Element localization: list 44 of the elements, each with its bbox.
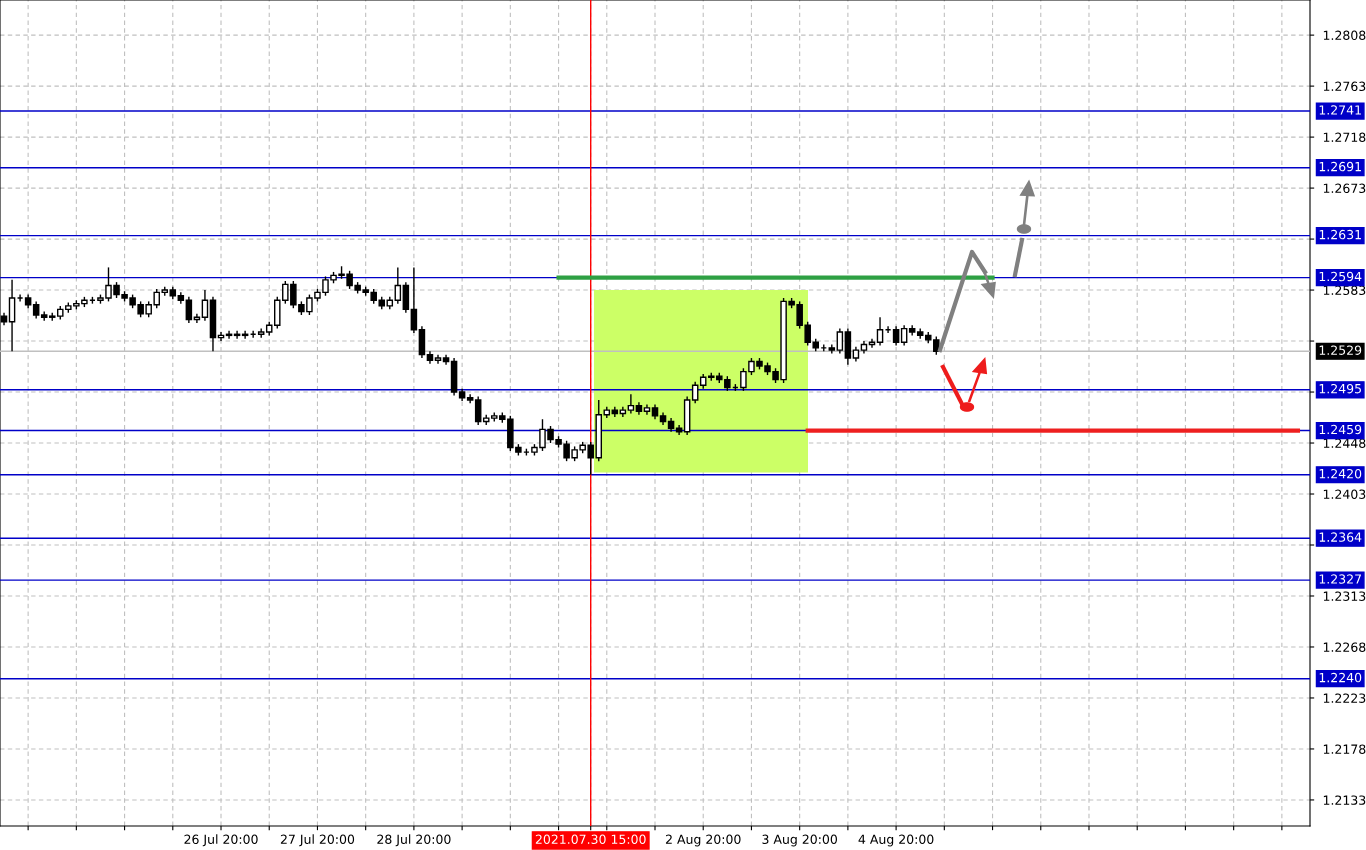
y-tick-label: 1.2223 [1323,693,1366,703]
y-tick-label: 1.2133 [1323,795,1366,805]
y-tick-label: 1.2673 [1323,183,1366,194]
candlestick [8,279,16,352]
ref-line-label: 1.2691 [1319,161,1361,172]
x-tick-label: 27 Jul 20:00 [280,834,355,847]
x-tick-label: 3 Aug 20:00 [762,834,837,847]
x-tick-label: 26 Jul 20:00 [184,834,258,847]
candlestick [691,381,699,405]
y-tick-label: 1.2268 [1323,642,1366,652]
candlestick [201,289,209,322]
x-tick-label: 28 Jul 20:00 [377,834,451,847]
ref-line-label: 1.2420 [1319,468,1362,479]
x-tick-label: 2 Aug 20:00 [665,834,741,847]
y-tick-label: 1.2763 [1323,81,1366,92]
y-tick-label: 1.2313 [1323,591,1366,601]
ref-line-label: 1.2594 [1319,271,1362,282]
ref-line-label: 1.2240 [1319,672,1362,683]
ref-line-label: 1.2741 [1319,105,1361,115]
y-tick-label: 1.2178 [1323,744,1366,754]
x-tick-label: 4 Aug 20:00 [858,834,934,847]
ref-line-label: 1.2495 [1319,383,1361,394]
candlestick [892,325,900,347]
ref-line-label: 1.2631 [1319,229,1361,240]
y-tick-label: 1.2448 [1323,438,1366,448]
candlestick [828,343,836,355]
candlestick [474,395,482,426]
candlestick [185,296,193,324]
candlestick [402,281,410,314]
ref-line-label: 1.2364 [1319,532,1362,542]
y-tick-label: 1.2718 [1323,132,1366,143]
ref-line-label: 1.2327 [1319,574,1361,584]
y-tick-label: 1.2808 [1323,30,1366,41]
candlestick [410,266,418,334]
candlestick [627,393,635,415]
ref-line-label: 1.2459 [1319,424,1362,435]
candlestick [394,266,402,305]
candlestick [836,327,844,355]
x-tick-label: 2021.07.30 15:00 [535,834,646,845]
y-tick-label: 1.2583 [1323,285,1366,295]
y-tick-label: 1.2403 [1323,489,1366,499]
ref-line-label: 1.2529 [1319,345,1362,355]
candlestick [876,316,884,347]
candlestick [900,324,908,347]
